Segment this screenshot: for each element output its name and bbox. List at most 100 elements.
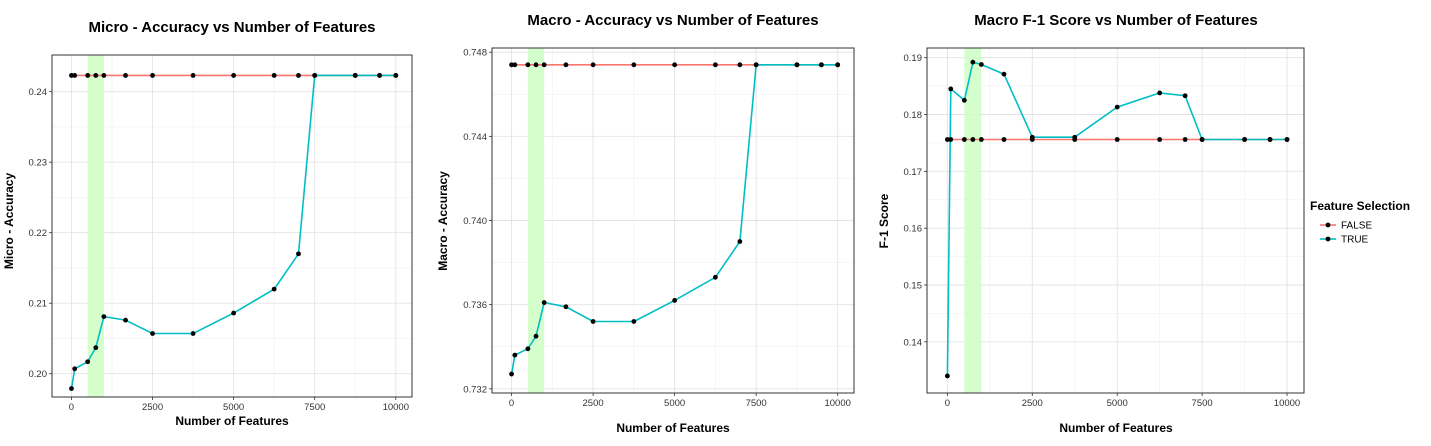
data-point-true	[93, 345, 99, 351]
data-point-true	[794, 62, 800, 68]
data-point-true	[961, 97, 967, 103]
x-tick-label: 10000	[824, 398, 850, 409]
data-point-true	[1242, 137, 1247, 142]
data-point-false	[1114, 137, 1120, 142]
data-point-false	[978, 137, 984, 142]
plot-background	[52, 55, 412, 397]
data-point-true	[835, 62, 841, 68]
data-point-true	[541, 300, 547, 305]
data-point-false	[672, 62, 678, 68]
data-point-false	[1001, 137, 1007, 142]
data-point-true	[69, 386, 74, 391]
x-tick-label: 0	[69, 402, 74, 413]
y-tick-label: 0.20	[29, 369, 48, 380]
legend-label: FALSE	[1341, 221, 1372, 232]
y-tick-label: 0.24	[29, 87, 48, 98]
data-point-false	[190, 73, 196, 78]
data-point-true	[1029, 134, 1035, 140]
data-point-false	[737, 62, 743, 68]
y-tick-label: 0.17	[904, 167, 923, 178]
legend-key-point	[1325, 236, 1331, 242]
micro-accuracy-panel: Micro - Accuracy vs Number of Features N…	[2, 19, 413, 428]
data-point-true	[312, 73, 318, 78]
x-tick-label: 5000	[223, 402, 244, 413]
x-tick-label: 7500	[304, 402, 325, 413]
y-tick-label: 0.23	[29, 158, 48, 169]
y-tick-label: 0.21	[29, 299, 48, 310]
data-point-true	[393, 73, 399, 78]
data-point-true	[296, 251, 301, 257]
y-tick-label: 0.22	[29, 228, 48, 239]
data-point-false	[970, 137, 976, 142]
y-axis-title: Macro - Accuracy	[436, 171, 450, 271]
x-tick-label: 7500	[746, 398, 767, 409]
data-point-true	[818, 62, 824, 68]
data-point-true	[85, 359, 91, 365]
highlight-band	[964, 48, 982, 393]
data-point-true	[101, 314, 107, 320]
x-tick-label: 2500	[1022, 398, 1043, 409]
legend-key-point	[1325, 222, 1331, 228]
x-tick-label: 5000	[1107, 398, 1128, 409]
macro-accuracy-panel: Macro - Accuracy vs Number of Features N…	[436, 12, 855, 435]
data-point-false	[541, 62, 547, 68]
data-point-true	[509, 371, 514, 377]
data-point-false	[631, 62, 637, 68]
data-point-false	[1157, 137, 1163, 142]
data-point-true	[970, 59, 976, 65]
y-tick-label: 0.740	[463, 216, 487, 227]
data-point-true	[737, 239, 743, 244]
data-point-false	[72, 73, 78, 78]
data-point-false	[1182, 137, 1188, 142]
plot-background	[927, 48, 1304, 393]
y-tick-label: 0.736	[463, 300, 487, 311]
x-axis-title: Number of Features	[1059, 421, 1173, 435]
chart-title: Macro F-1 Score vs Number of Features	[974, 12, 1257, 29]
data-point-false	[150, 73, 155, 78]
data-point-true	[944, 373, 950, 379]
x-tick-label: 2500	[142, 402, 163, 413]
x-tick-label: 2500	[583, 398, 604, 409]
data-point-true	[512, 352, 518, 358]
data-point-true	[231, 310, 237, 316]
data-point-true	[123, 317, 128, 323]
x-tick-label: 0	[945, 398, 950, 409]
x-tick-label: 5000	[664, 398, 685, 409]
legend-title: Feature Selection	[1310, 199, 1410, 213]
legend-label: TRUE	[1341, 235, 1369, 246]
data-point-true	[1157, 90, 1163, 96]
data-point-true	[72, 366, 78, 372]
data-point-true	[150, 331, 155, 336]
x-tick-label: 7500	[1192, 398, 1213, 409]
highlight-band	[87, 55, 104, 397]
data-point-true	[590, 319, 596, 324]
y-tick-label: 0.14	[904, 337, 923, 348]
data-point-false	[231, 73, 237, 78]
data-point-true	[1001, 71, 1007, 77]
data-point-true	[712, 274, 718, 280]
plot-border	[51, 54, 413, 398]
data-point-true	[525, 346, 531, 352]
y-tick-label: 0.18	[904, 110, 923, 121]
data-point-true	[753, 62, 759, 68]
data-point-false	[93, 73, 99, 78]
data-point-false	[533, 62, 539, 68]
data-point-true	[1267, 137, 1273, 142]
data-point-true	[533, 333, 539, 339]
data-point-true	[1199, 137, 1205, 142]
y-tick-label: 0.732	[463, 384, 487, 395]
data-point-true	[271, 286, 277, 292]
y-axis-title: Micro - Accuracy	[2, 173, 16, 270]
data-point-false	[271, 73, 277, 78]
data-point-false	[525, 62, 531, 68]
x-axis-title: Number of Features	[175, 414, 289, 428]
data-point-true	[1284, 137, 1290, 142]
x-tick-label: 10000	[383, 402, 409, 413]
y-tick-label: 0.19	[904, 53, 923, 64]
chart-title: Micro - Accuracy vs Number of Features	[88, 19, 375, 36]
data-point-false	[961, 137, 967, 142]
data-point-true	[631, 319, 637, 324]
data-point-false	[85, 73, 91, 78]
data-point-false	[101, 73, 107, 78]
chart-title: Macro - Accuracy vs Number of Features	[527, 12, 818, 29]
